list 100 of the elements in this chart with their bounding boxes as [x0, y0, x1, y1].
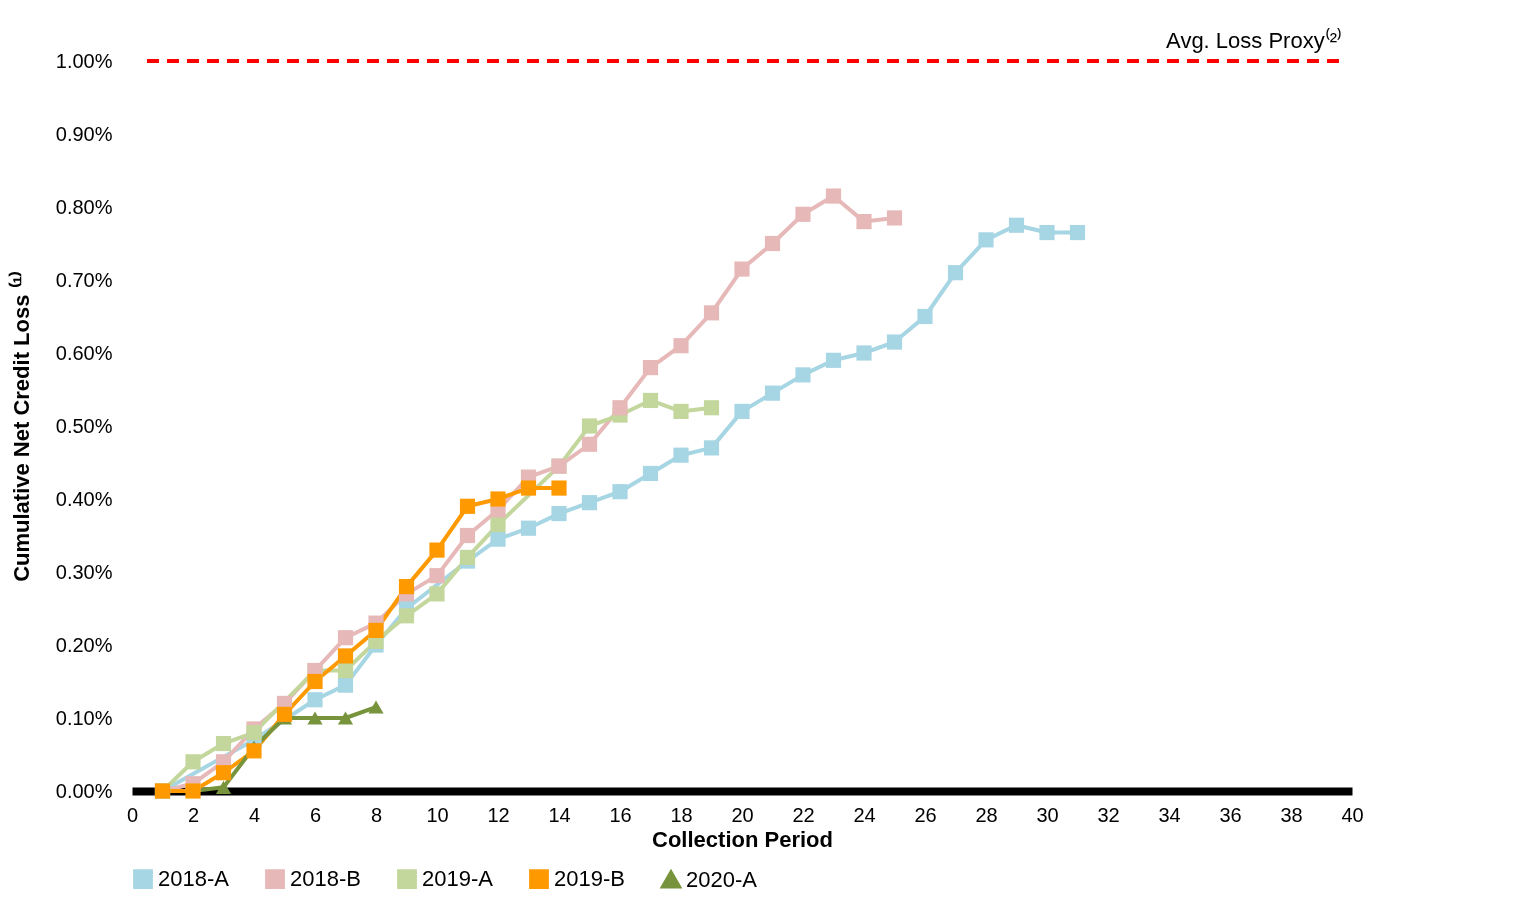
point: [764, 385, 781, 401]
point: [429, 568, 445, 584]
x-tick-label: 10: [426, 803, 449, 826]
point: [703, 400, 720, 416]
point: [215, 780, 232, 794]
point: [612, 484, 628, 500]
point: [368, 622, 384, 638]
legend-label: 2019-A: [422, 866, 494, 892]
point: [307, 711, 323, 725]
point: [398, 579, 415, 595]
point: [642, 465, 659, 482]
point: [642, 360, 659, 376]
point: [459, 549, 476, 565]
point: [215, 735, 232, 752]
x-tick-label: 2: [187, 803, 200, 826]
x-tick-label: 4: [248, 803, 261, 826]
x-tick-label: 26: [914, 803, 937, 826]
point: [490, 491, 506, 507]
point: [764, 235, 781, 252]
x-tick-label: 18: [670, 803, 693, 826]
point: [429, 542, 445, 558]
y-tick-label: 0.50%: [55, 414, 113, 437]
x-tick-label: 6: [309, 803, 322, 826]
point: [337, 662, 354, 679]
ref-line-label: Avg. Loss Proxy⁽²⁾: [1166, 28, 1342, 53]
point: [734, 261, 750, 277]
point: [947, 265, 964, 281]
point: [246, 725, 262, 741]
y-tick-label: 0.40%: [55, 487, 113, 510]
point: [490, 516, 506, 533]
point: [581, 436, 598, 452]
point: [978, 232, 994, 248]
point: [459, 527, 476, 544]
y-tick-label: 0.10%: [55, 706, 113, 729]
x-tick-label: 16: [609, 803, 632, 826]
point: [673, 403, 689, 419]
point: [825, 352, 842, 368]
legend-label: 2019-B: [554, 866, 625, 892]
point: [917, 308, 933, 325]
y-axis-title: Cumulative Net Credit Loss ⁽¹⁾: [7, 271, 34, 582]
point: [337, 677, 354, 693]
point: [337, 711, 354, 725]
point: [886, 210, 903, 226]
y-tick-label: 1.00%: [55, 49, 113, 72]
x-tick-label: 14: [548, 803, 571, 826]
point: [795, 367, 811, 383]
x-tick-label: 30: [1036, 803, 1059, 826]
legend-label: 2018-B: [290, 866, 361, 892]
point: [520, 480, 537, 496]
point: [1039, 224, 1055, 241]
point: [185, 754, 201, 770]
x-axis-title: Collection Period: [652, 826, 833, 852]
point: [307, 673, 323, 690]
x-tick-label: 22: [792, 803, 815, 826]
legend-label: 2018-A: [158, 866, 230, 892]
x-tick-label: 40: [1341, 803, 1364, 826]
y-tick-label: 0.80%: [55, 195, 113, 218]
point: [307, 692, 323, 708]
point: [1008, 217, 1025, 233]
point: [673, 338, 689, 354]
point: [337, 630, 354, 646]
legend-label: 2020-A: [686, 866, 758, 892]
y-tick-label: 0.00%: [55, 779, 113, 802]
point: [642, 392, 659, 409]
point: [246, 743, 262, 759]
point: [886, 334, 903, 350]
point: [581, 495, 598, 511]
point: [825, 188, 842, 204]
x-tick-label: 36: [1219, 803, 1242, 826]
point: [337, 648, 354, 664]
point: [215, 765, 232, 781]
point: [459, 498, 476, 514]
y-tick-label: 0.60%: [55, 341, 113, 364]
point: [429, 586, 445, 602]
x-tick-label: 0: [126, 803, 139, 826]
x-tick-label: 28: [975, 803, 998, 826]
point: [673, 447, 689, 463]
x-tick-label: 20: [731, 803, 754, 826]
point: [520, 520, 537, 536]
point: [368, 700, 384, 714]
point: [795, 206, 811, 222]
point: [490, 531, 506, 547]
x-tick-label: 8: [370, 803, 383, 826]
point: [551, 506, 567, 522]
y-tick-label: 0.90%: [55, 122, 113, 145]
x-tick-label: 34: [1158, 803, 1181, 826]
point: [703, 305, 720, 321]
point: [612, 400, 628, 416]
point: [734, 403, 750, 419]
x-tick-label: 12: [487, 803, 510, 826]
point: [581, 418, 598, 434]
x-tick-label: 32: [1097, 803, 1120, 826]
x-tick-label: 24: [853, 803, 876, 826]
point: [1069, 224, 1086, 241]
point: [856, 214, 872, 230]
point: [276, 706, 293, 722]
point: [551, 480, 567, 496]
y-tick-label: 0.30%: [55, 560, 113, 583]
x-tick-label: 38: [1280, 803, 1303, 826]
point: [703, 440, 720, 456]
